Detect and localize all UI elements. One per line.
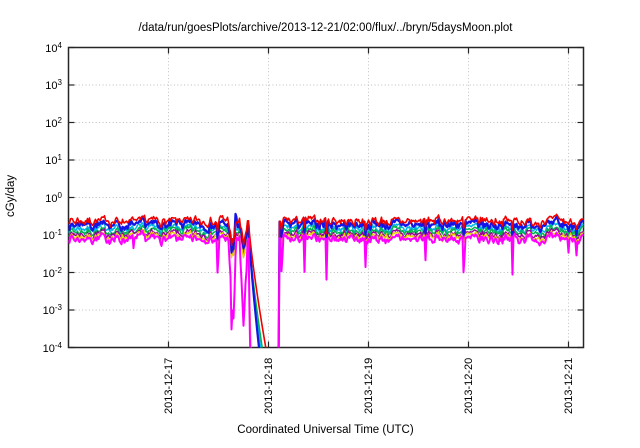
y-tick-label: 103	[45, 78, 62, 92]
x-tick-label: 2013-12-19	[362, 357, 375, 414]
x-tick-label: 2013-12-18	[262, 357, 275, 414]
x-tick-label: 2013-12-20	[462, 357, 475, 414]
chart-title: /data/run/goesPlots/archive/2013-12-21/0…	[138, 22, 513, 34]
y-tick-label: 101	[45, 153, 62, 167]
x-tick-label: 2013-12-21	[562, 357, 575, 414]
y-tick-label: 10-2	[42, 265, 62, 280]
x-tick-label: 2013-12-17	[162, 357, 175, 414]
y-tick-label: 102	[45, 115, 62, 130]
x-axis-title: Coordinated Universal Time (UTC)	[237, 424, 414, 436]
y-tick-label: 104	[45, 40, 62, 55]
y-tick-label: 10-1	[42, 228, 62, 242]
y-tick-label: 100	[45, 190, 62, 205]
y-tick-label: 10-3	[42, 303, 62, 317]
y-tick-label: 10-4	[42, 340, 62, 355]
